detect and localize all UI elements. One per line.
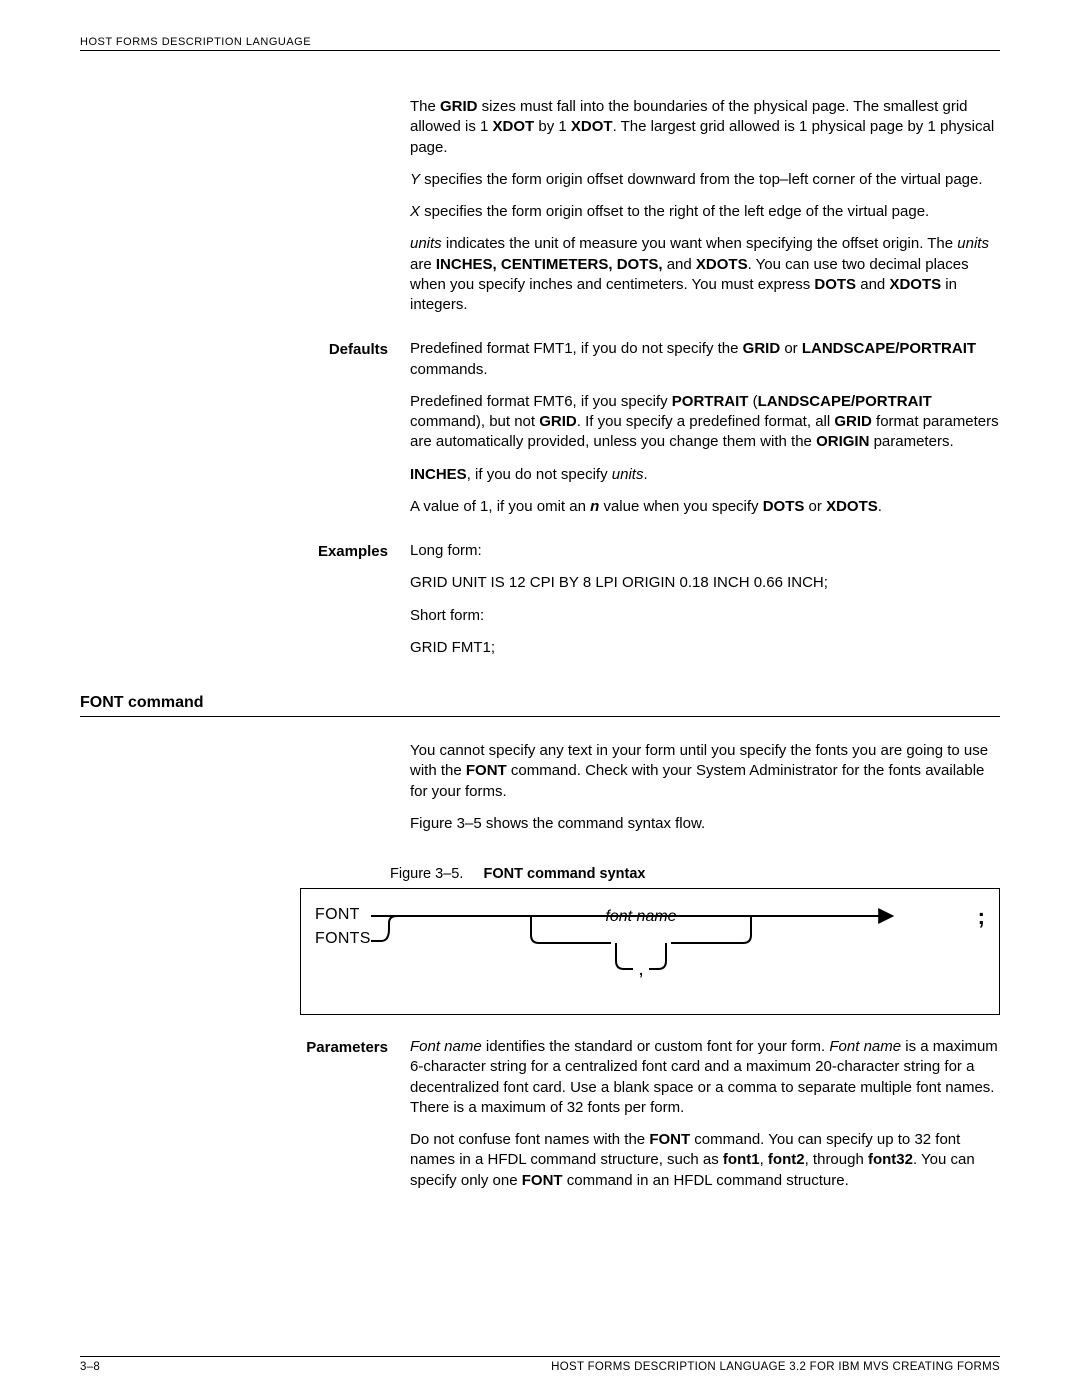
parameters-body: Font name identifies the standard or cus… [410, 1037, 1000, 1203]
examples-body: Long form: GRID UNIT IS 12 CPI BY 8 LPI … [410, 541, 1000, 670]
defaults-row: Defaults Predefined format FMT1, if you … [80, 339, 1000, 529]
figure-box-wrap: FONT FONTS [300, 888, 1000, 1015]
label-empty [80, 97, 410, 327]
running-header: HOST FORMS DESCRIPTION LANGUAGE [80, 36, 1000, 51]
page: HOST FORMS DESCRIPTION LANGUAGE The GRID… [0, 0, 1080, 1397]
para-grid: The GRID sizes must fall into the bounda… [80, 97, 1000, 327]
examples-label: Examples [80, 541, 410, 670]
parameters-row: Parameters Font name identifies the stan… [80, 1037, 1000, 1203]
figure-keywords: FONT FONTS [315, 903, 371, 951]
defaults-label: Defaults [80, 339, 410, 529]
figure-font-name-label: font name [605, 908, 676, 925]
figure-syntax-flow: font name , [371, 903, 970, 996]
footer-page-num: 3–8 [80, 1361, 100, 1373]
figure-semicolon: ; [978, 904, 985, 930]
examples-row: Examples Long form: GRID UNIT IS 12 CPI … [80, 541, 1000, 670]
figure-comma: , [638, 958, 644, 980]
footer-title: HOST FORMS DESCRIPTION LANGUAGE 3.2 FOR … [551, 1361, 1000, 1373]
figure-box: FONT FONTS [300, 888, 1000, 1015]
page-footer: 3–8 HOST FORMS DESCRIPTION LANGUAGE 3.2 … [80, 1356, 1000, 1373]
label-empty-2 [80, 741, 410, 846]
parameters-label: Parameters [80, 1037, 410, 1203]
defaults-body: Predefined format FMT1, if you do not sp… [410, 339, 1000, 529]
figure-block: Figure 3–5. FONT command syntax [390, 866, 1000, 882]
figure-caption: Figure 3–5. FONT command syntax [390, 866, 1000, 882]
section-heading-font: FONT command [80, 694, 1000, 712]
font-intro-body: You cannot specify any text in your form… [410, 741, 1000, 846]
font-intro-row: You cannot specify any text in your form… [80, 741, 1000, 846]
section-rule [80, 716, 1000, 717]
body-text: The GRID sizes must fall into the bounda… [410, 97, 1000, 327]
